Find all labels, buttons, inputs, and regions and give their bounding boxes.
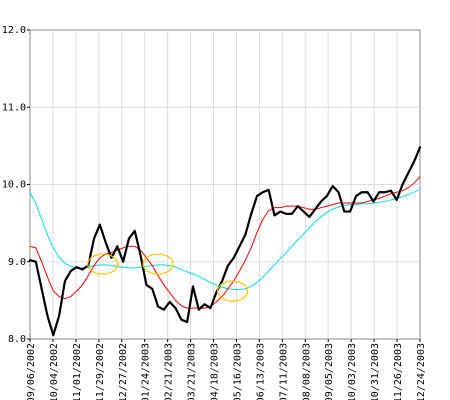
grid [30,30,420,339]
series-layer [28,146,422,337]
y-tick-label: 9.0 [8,257,26,268]
x-tick-label: 11/29/2002 [95,343,106,400]
x-tick-label: 06/13/2003 [255,343,266,400]
series-line-1 [29,176,421,309]
x-tick-label: 02/21/2003 [164,343,175,400]
y-tick-label: 8.0 [8,334,26,345]
x-tick-label: 12/27/2002 [118,343,129,400]
x-tick-label: 09/05/2003 [324,343,335,400]
y-axis: 8.0 9.0 10.0 11.0 12.0 [2,25,30,345]
series-line-0 [28,146,422,337]
x-tick-label: 10/04/2002 [49,343,60,400]
x-tick-label: 08/08/2003 [301,343,312,400]
x-tick-label: 03/21/2003 [187,343,198,400]
x-tick-label: 11/26/2003 [393,343,404,400]
x-tick-label: 10/03/2003 [347,343,358,400]
x-tick-label: 05/16/2003 [232,343,243,400]
annotation-layer [87,253,249,302]
y-tick-label: 12.0 [2,25,26,36]
x-tick-label: 12/24/2003 [416,343,427,400]
x-tick-label: 07/11/2003 [278,343,289,400]
x-tick-label: 09/06/2002 [26,343,37,400]
annotation-ellipse [216,280,249,302]
x-tick-label: 01/24/2003 [141,343,152,400]
y-tick-label: 10.0 [2,180,26,191]
x-axis: 09/06/2002 10/04/2002 11/01/2002 11/29/2002… [26,339,427,400]
x-tick-label: 04/18/2003 [210,343,221,400]
x-tick-label: 11/01/2002 [72,343,83,400]
x-tick-label: 10/31/2003 [370,343,381,400]
annotation-ellipse [142,253,174,275]
series-line-2 [29,188,421,291]
annotation-ellipse [87,253,119,275]
y-tick-label: 11.0 [2,102,26,113]
